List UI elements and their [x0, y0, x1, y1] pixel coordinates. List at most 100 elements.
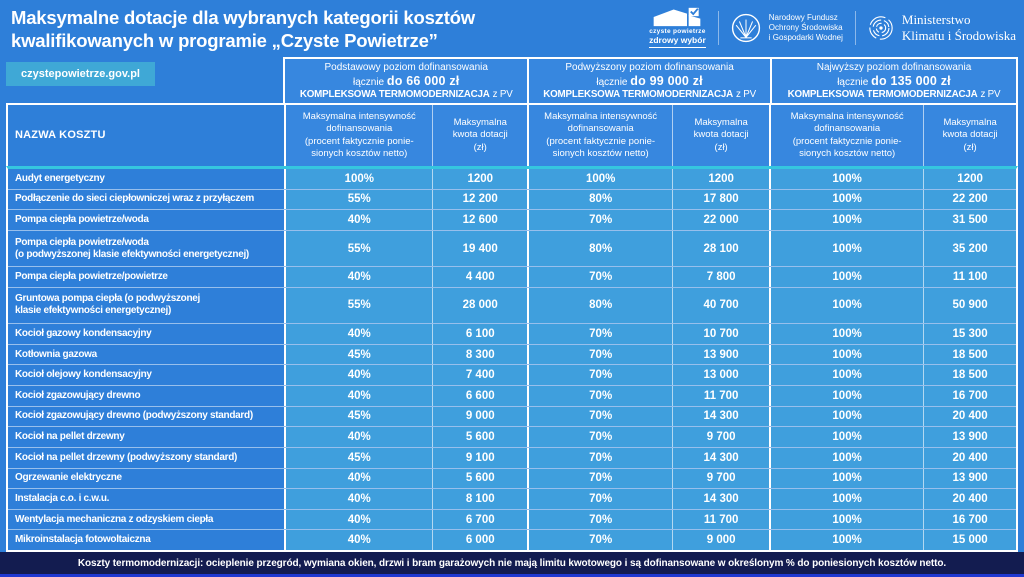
value-cell: 6 600: [432, 386, 528, 406]
value-cell: 40%: [284, 210, 433, 230]
value-cell: 100%: [769, 344, 924, 365]
cost-name-cell: Pompa ciepła powietrze/powietrze: [15, 271, 168, 283]
value-cell: 11 100: [923, 267, 1016, 287]
value-cell: 1200: [672, 169, 770, 189]
value-cell: 55%: [284, 189, 433, 210]
value-cell: 70%: [527, 427, 673, 447]
value-cell: 40 700: [672, 287, 770, 324]
value-cell: 50 900: [923, 287, 1016, 324]
table-row: Kocioł na pellet drzewny 40% 5 600 70% 9 700…: [8, 426, 1016, 447]
value-cell: 7 800: [672, 267, 770, 287]
group-header-podstawowy: Podstawowy poziom dofinansowania łącznie…: [283, 57, 528, 103]
table-row: Wentylacja mechaniczna z odzyskiem ciepł…: [8, 508, 1016, 530]
table-row: Audyt energetyczny 100% 1200 100% 1200 100% 12…: [8, 169, 1016, 189]
value-cell: 6 700: [432, 509, 528, 530]
table-body: Audyt energetyczny 100% 1200 100% 1200 100% 12…: [6, 166, 1018, 552]
value-cell: 20 400: [923, 447, 1016, 468]
value-cell: 14 300: [672, 447, 770, 468]
subsidy-table: czystepowietrze.gov.pl Podstawowy poziom…: [6, 57, 1018, 552]
value-cell: 10 700: [672, 324, 770, 344]
table-row: Ogrzewanie elektryczne 40% 5 600 70% 9 700 10…: [8, 467, 1016, 489]
value-cell: 35 200: [923, 230, 1016, 267]
value-cell: 40%: [284, 267, 433, 287]
logo-bar: czyste powietrze zdrowy wybór Narodowy F…: [649, 0, 1016, 55]
value-cell: 40%: [284, 324, 433, 344]
cost-name-cell: Mikroinstalacja fotowoltaiczna: [15, 534, 151, 546]
table-group-header-row: czystepowietrze.gov.pl Podstawowy poziom…: [6, 57, 1018, 103]
value-cell: 70%: [527, 489, 673, 509]
subheader-amount-2: Maksymalna kwota dotacji (zł): [672, 105, 770, 166]
value-cell: 6 000: [432, 530, 528, 551]
value-cell: 11 700: [672, 509, 770, 530]
value-cell: 16 700: [923, 509, 1016, 530]
value-cell: 100%: [769, 324, 924, 344]
subheader-amount-1: Maksymalna kwota dotacji (zł): [432, 105, 528, 166]
group-header-najwyzszy: Najwyższy poziom dofinansowania łącznie …: [770, 57, 1018, 103]
value-cell: 100%: [769, 169, 924, 189]
fingerprint-icon: [869, 15, 893, 40]
value-cell: 15 300: [923, 324, 1016, 344]
value-cell: 28 000: [432, 287, 528, 324]
cost-name-cell: Kocioł na pellet drzewny (podwyższony st…: [15, 451, 238, 463]
value-cell: 9 700: [672, 468, 770, 489]
value-cell: 70%: [527, 530, 673, 551]
value-cell: 9 700: [672, 427, 770, 447]
value-cell: 70%: [527, 344, 673, 365]
cost-name-cell: Audyt energetyczny: [15, 172, 105, 184]
value-cell: 14 300: [672, 489, 770, 509]
value-cell: 22 200: [923, 189, 1016, 210]
subheader-intensity-1: Maksymalna intensywność dofinansowania (…: [284, 105, 433, 166]
value-cell: 100%: [769, 489, 924, 509]
group-header-podwyzszony: Podwyższony poziom dofinansowania łączni…: [527, 57, 771, 103]
cost-name-cell: Kotłownia gazowa: [15, 348, 97, 360]
table-row: Kocioł zgazowujący drewno (podwyższony s…: [8, 405, 1016, 427]
value-cell: 40%: [284, 386, 433, 406]
value-cell: 8 300: [432, 344, 528, 365]
table-row: Pompa ciepła powietrze/powietrze 40% 4 400…: [8, 266, 1016, 287]
ministerstwo-logo: Ministerstwo Klimatu i Środowiska: [868, 12, 1016, 43]
value-cell: 11 700: [672, 386, 770, 406]
house-check-icon: [654, 7, 701, 27]
value-cell: 12 600: [432, 210, 528, 230]
value-cell: 100%: [769, 509, 924, 530]
page-title-line1: Maksymalne dotacje dla wybranych kategor…: [11, 7, 475, 28]
table-row: Kocioł gazowy kondensacyjny 40% 6 100 70% 10…: [8, 323, 1016, 344]
value-cell: 55%: [284, 287, 433, 324]
value-cell: 1200: [432, 169, 528, 189]
value-cell: 17 800: [672, 189, 770, 210]
value-cell: 100%: [769, 468, 924, 489]
value-cell: 13 000: [672, 365, 770, 386]
value-cell: 80%: [527, 230, 673, 267]
cost-name-cell: Ogrzewanie elektryczne: [15, 472, 122, 484]
page-title-line2: kwalifikowanych w programie „Czyste Powi…: [11, 30, 438, 52]
value-cell: 9 100: [432, 447, 528, 468]
value-cell: 70%: [527, 324, 673, 344]
cost-name-cell: Podłączenie do sieci ciepłowniczej wraz …: [15, 193, 254, 205]
value-cell: 20 400: [923, 489, 1016, 509]
table-row: Gruntowa pompa ciepła (o podwyższonej kl…: [8, 286, 1016, 324]
nfosigw-tree-icon: [731, 13, 760, 42]
subheader-amount-3: Maksymalna kwota dotacji (zł): [923, 105, 1016, 166]
subheader-intensity-3: Maksymalna intensywność dofinansowania (…: [769, 105, 924, 166]
value-cell: 80%: [527, 189, 673, 210]
footer-note-bar: Koszty termomodernizacji: ocieplenie prz…: [0, 552, 1024, 577]
czyste-powietrze-logo: czyste powietrze zdrowy wybór: [649, 7, 706, 49]
value-cell: 1200: [923, 169, 1016, 189]
value-cell: 16 700: [923, 386, 1016, 406]
cost-name-cell: Instalacja c.o. i c.w.u.: [15, 492, 110, 504]
table-row: Pompa ciepła powietrze/woda (o podwyższo…: [8, 229, 1016, 267]
value-cell: 40%: [284, 530, 433, 551]
value-cell: 45%: [284, 406, 433, 427]
logo-divider: [717, 10, 719, 45]
badge-cell: czystepowietrze.gov.pl: [6, 57, 283, 103]
value-cell: 70%: [527, 447, 673, 468]
table-subheader-row: NAZWA KOSZTU Maksymalna intensywność dof…: [6, 103, 1018, 166]
value-cell: 100%: [769, 447, 924, 468]
table-row: Kocioł na pellet drzewny (podwyższony st…: [8, 446, 1016, 468]
value-cell: 40%: [284, 365, 433, 386]
cost-name-cell: Kocioł na pellet drzewny: [15, 431, 125, 443]
value-cell: 70%: [527, 267, 673, 287]
value-cell: 100%: [769, 386, 924, 406]
cost-name-cell: Kocioł olejowy kondensacyjny: [15, 369, 152, 381]
czyste-powietrze-label: czyste powietrze: [649, 27, 706, 35]
